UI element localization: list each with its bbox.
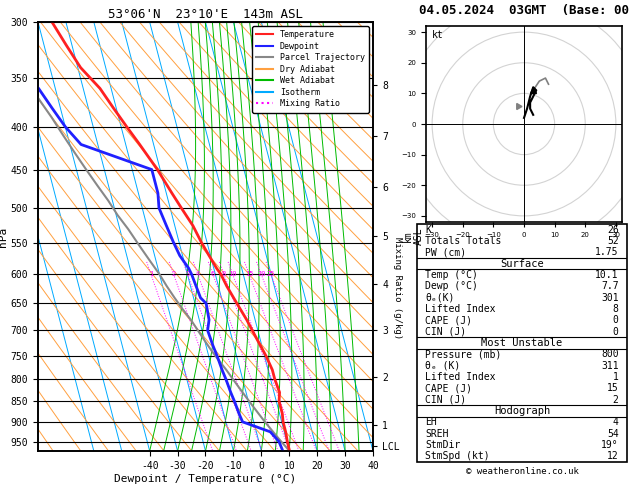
Text: EH: EH — [425, 417, 437, 427]
Text: 7.7: 7.7 — [601, 281, 618, 291]
Text: 311: 311 — [601, 361, 618, 371]
X-axis label: Dewpoint / Temperature (°C): Dewpoint / Temperature (°C) — [114, 473, 297, 484]
Text: K: K — [425, 225, 431, 235]
Text: 301: 301 — [601, 293, 618, 303]
Text: 1: 1 — [149, 271, 153, 278]
Text: Surface: Surface — [500, 259, 544, 269]
Legend: Temperature, Dewpoint, Parcel Trajectory, Dry Adiabat, Wet Adiabat, Isotherm, Mi: Temperature, Dewpoint, Parcel Trajectory… — [252, 26, 369, 112]
Text: Totals Totals: Totals Totals — [425, 236, 502, 246]
Text: 1.75: 1.75 — [595, 247, 618, 257]
Text: 8: 8 — [613, 304, 618, 314]
Text: Mixing Ratio (g/kg): Mixing Ratio (g/kg) — [392, 237, 402, 339]
Text: 2: 2 — [613, 395, 618, 405]
Text: kt: kt — [432, 30, 444, 40]
Text: 2: 2 — [172, 271, 175, 278]
Text: Hodograph: Hodograph — [494, 406, 550, 416]
Text: Dewp (°C): Dewp (°C) — [425, 281, 478, 291]
Text: StmSpd (kt): StmSpd (kt) — [425, 451, 490, 461]
Text: CAPE (J): CAPE (J) — [425, 383, 472, 393]
Text: 52: 52 — [607, 236, 618, 246]
Text: SREH: SREH — [425, 429, 449, 439]
Text: 15: 15 — [607, 383, 618, 393]
Text: 15: 15 — [245, 271, 253, 278]
Text: 10.1: 10.1 — [595, 270, 618, 280]
Text: θₑ (K): θₑ (K) — [425, 361, 460, 371]
Text: Lifted Index: Lifted Index — [425, 372, 496, 382]
Text: 800: 800 — [601, 349, 618, 359]
Y-axis label: hPa: hPa — [0, 226, 8, 246]
Text: PW (cm): PW (cm) — [425, 247, 467, 257]
Text: 19°: 19° — [601, 440, 618, 450]
Text: 12: 12 — [607, 451, 618, 461]
Text: 04.05.2024  03GMT  (Base: 00): 04.05.2024 03GMT (Base: 00) — [419, 4, 629, 17]
Text: 0: 0 — [613, 315, 618, 325]
Title: 53°06'N  23°10'E  143m ASL: 53°06'N 23°10'E 143m ASL — [108, 8, 303, 21]
Text: CIN (J): CIN (J) — [425, 327, 467, 337]
Text: 3: 3 — [186, 271, 190, 278]
Text: Temp (°C): Temp (°C) — [425, 270, 478, 280]
Text: 4: 4 — [613, 417, 618, 427]
Text: StmDir: StmDir — [425, 440, 460, 450]
Text: 54: 54 — [607, 429, 618, 439]
Text: 10: 10 — [228, 271, 237, 278]
Text: 6: 6 — [211, 271, 215, 278]
Text: Lifted Index: Lifted Index — [425, 304, 496, 314]
Text: Most Unstable: Most Unstable — [481, 338, 562, 348]
Text: Pressure (mb): Pressure (mb) — [425, 349, 502, 359]
Text: 26: 26 — [607, 225, 618, 235]
Text: 8: 8 — [222, 271, 226, 278]
Text: 4: 4 — [196, 271, 200, 278]
Text: 25: 25 — [267, 271, 275, 278]
Text: 0: 0 — [613, 327, 618, 337]
Text: CAPE (J): CAPE (J) — [425, 315, 472, 325]
Text: © weatheronline.co.uk: © weatheronline.co.uk — [465, 467, 579, 476]
Text: 20: 20 — [257, 271, 265, 278]
Text: 1: 1 — [613, 372, 618, 382]
Text: CIN (J): CIN (J) — [425, 395, 467, 405]
Y-axis label: km
ASL: km ASL — [403, 227, 424, 245]
Text: θₑ(K): θₑ(K) — [425, 293, 455, 303]
